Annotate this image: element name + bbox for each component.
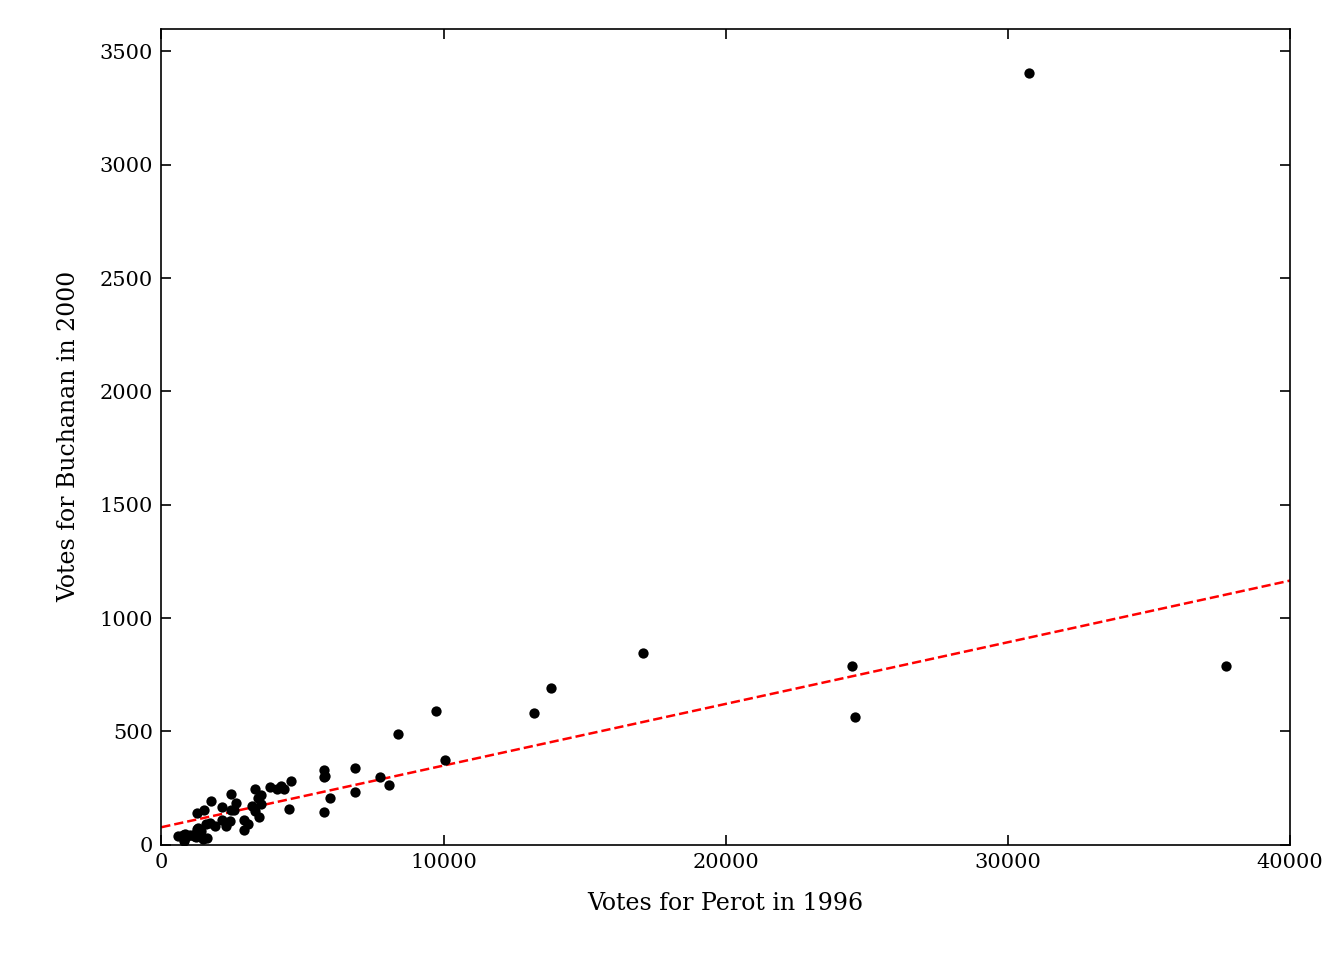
- Point: [344, 760, 366, 776]
- Point: [200, 793, 222, 808]
- Point: [237, 817, 258, 832]
- Point: [185, 825, 207, 840]
- Point: [219, 813, 241, 828]
- Point: [215, 818, 237, 833]
- Point: [247, 790, 269, 805]
- Point: [173, 830, 195, 846]
- Point: [187, 805, 208, 821]
- Point: [233, 823, 254, 838]
- Point: [175, 827, 196, 842]
- Point: [211, 800, 233, 815]
- Point: [167, 828, 188, 844]
- Y-axis label: Votes for Buchanan in 2000: Votes for Buchanan in 2000: [56, 271, 81, 603]
- Point: [175, 829, 196, 845]
- Point: [190, 823, 211, 838]
- Point: [1215, 658, 1236, 673]
- Point: [250, 797, 271, 812]
- Point: [270, 779, 292, 794]
- Point: [319, 791, 340, 806]
- Point: [196, 830, 218, 846]
- Point: [379, 778, 401, 793]
- Point: [1019, 65, 1040, 81]
- Point: [434, 753, 456, 768]
- Point: [632, 645, 653, 660]
- Point: [204, 818, 226, 833]
- Point: [192, 831, 214, 847]
- Point: [199, 816, 220, 831]
- Point: [187, 821, 208, 836]
- Point: [195, 816, 216, 831]
- Point: [245, 780, 266, 796]
- Point: [187, 823, 208, 838]
- Point: [278, 801, 300, 816]
- Point: [540, 681, 562, 696]
- Point: [180, 828, 202, 843]
- Point: [185, 829, 207, 845]
- Point: [523, 706, 544, 721]
- Point: [344, 784, 366, 800]
- Point: [313, 769, 335, 784]
- Point: [259, 780, 281, 795]
- Point: [241, 798, 262, 813]
- Point: [194, 802, 215, 817]
- Point: [224, 796, 246, 811]
- Point: [387, 726, 409, 741]
- Point: [173, 833, 195, 849]
- Point: [313, 804, 335, 820]
- Point: [314, 769, 336, 784]
- Point: [233, 812, 254, 828]
- Point: [249, 809, 270, 825]
- Point: [280, 773, 301, 788]
- Point: [313, 762, 335, 778]
- Point: [426, 703, 448, 718]
- Point: [266, 780, 288, 796]
- Point: [223, 803, 245, 818]
- Point: [368, 769, 390, 784]
- X-axis label: Votes for Perot in 1996: Votes for Perot in 1996: [587, 892, 864, 915]
- Point: [187, 825, 208, 840]
- Point: [243, 804, 265, 819]
- Point: [844, 709, 866, 725]
- Point: [172, 827, 194, 842]
- Point: [184, 828, 206, 844]
- Point: [220, 803, 242, 818]
- Point: [220, 787, 242, 803]
- Point: [273, 780, 294, 796]
- Point: [841, 659, 863, 674]
- Point: [211, 812, 233, 828]
- Point: [187, 821, 208, 836]
- Point: [250, 787, 271, 803]
